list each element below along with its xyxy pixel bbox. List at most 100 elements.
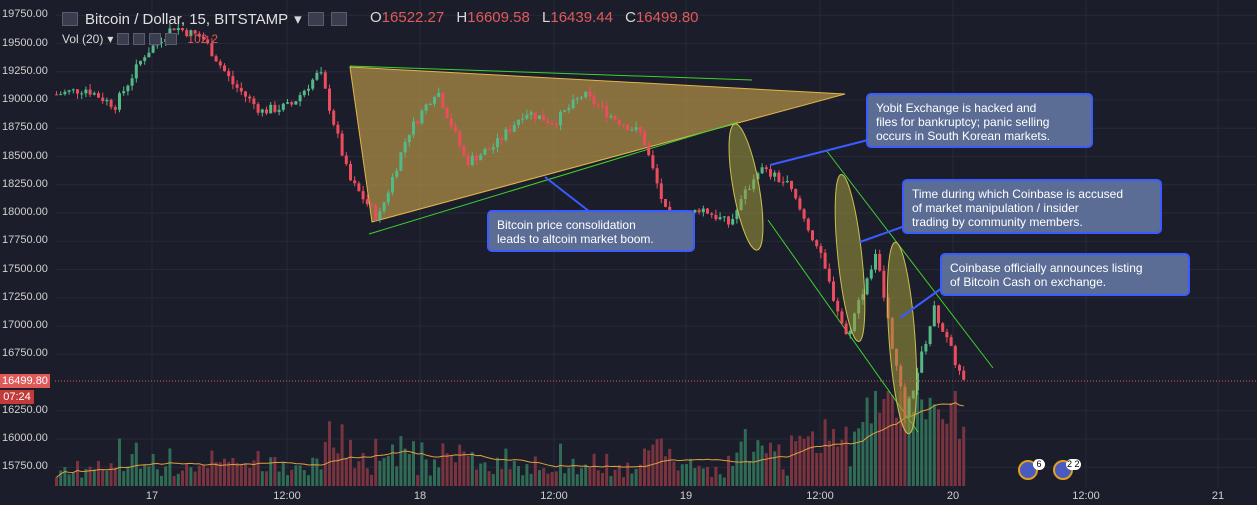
collapse-icon[interactable] bbox=[62, 12, 78, 26]
volume-bar bbox=[941, 419, 945, 486]
settings-icon[interactable] bbox=[307, 12, 324, 26]
ohlc-readout: O16522.27 H16609.58 L16439.44 C16499.80 bbox=[370, 9, 707, 26]
annotation-coinbase-bch[interactable]: Coinbase officially announces listing of… bbox=[940, 253, 1190, 296]
volume-bar bbox=[680, 464, 684, 486]
candle-body bbox=[878, 253, 882, 271]
chevron-down-icon[interactable]: ▾ bbox=[294, 11, 302, 28]
volume-bar bbox=[512, 460, 516, 486]
volume-bar bbox=[252, 460, 256, 486]
volume-bar bbox=[798, 435, 802, 486]
candle-body bbox=[109, 99, 113, 108]
candle-body bbox=[311, 79, 315, 89]
volume-bar bbox=[580, 468, 583, 486]
volume-bar bbox=[638, 464, 642, 486]
volume-bar bbox=[202, 464, 205, 486]
volume-bar bbox=[756, 440, 760, 486]
volume-dropdown-icon[interactable]: ▾ bbox=[107, 32, 114, 46]
channel-line-upper bbox=[825, 149, 994, 369]
candle-body bbox=[407, 134, 411, 143]
volume-bar bbox=[533, 456, 537, 486]
volume-remove-icon[interactable] bbox=[165, 33, 178, 45]
volume-bar bbox=[958, 438, 961, 486]
candle-body bbox=[437, 92, 441, 97]
candle-body bbox=[454, 126, 457, 132]
volume-bar bbox=[361, 452, 365, 486]
volume-add-icon[interactable] bbox=[149, 33, 162, 45]
candle-body bbox=[592, 96, 596, 105]
candle-body bbox=[336, 124, 340, 134]
highlight-ellipse-3 bbox=[886, 241, 918, 435]
volume-bar bbox=[592, 453, 596, 486]
volume-settings-icon[interactable] bbox=[117, 33, 130, 45]
volume-bar bbox=[109, 463, 113, 486]
candle-body bbox=[563, 110, 567, 112]
price-tick-label: 15750.00 bbox=[2, 460, 48, 473]
volume-label[interactable]: Vol (20) bbox=[62, 32, 104, 46]
volume-bar bbox=[244, 463, 247, 486]
ohlc-close-label: C bbox=[625, 9, 636, 26]
volume-bar bbox=[88, 466, 92, 486]
volume-bar bbox=[126, 466, 130, 486]
annotation-consolidation[interactable]: Bitcoin price consolidation leads to alt… bbox=[487, 210, 695, 252]
last-price-tag: 16499.80 bbox=[0, 374, 50, 388]
candle-body bbox=[634, 127, 638, 130]
volume-bar bbox=[827, 440, 831, 486]
callout-pointer-consolidation bbox=[544, 176, 591, 213]
volume-bar bbox=[567, 467, 571, 486]
ohlc-high-label: H bbox=[456, 9, 468, 26]
candle-body bbox=[596, 104, 600, 106]
candle-body bbox=[643, 131, 646, 146]
volume-bar bbox=[899, 391, 903, 486]
volume-bar bbox=[294, 465, 298, 486]
candle-body bbox=[949, 337, 953, 346]
candle-body bbox=[630, 129, 634, 131]
volume-bar bbox=[101, 469, 105, 486]
candle-body bbox=[378, 211, 382, 220]
volume-bar bbox=[605, 453, 609, 486]
volume-bar bbox=[735, 452, 739, 486]
volume-format-icon[interactable] bbox=[133, 33, 146, 45]
candle-body bbox=[533, 112, 537, 120]
volume-bar bbox=[260, 471, 264, 486]
candle-body bbox=[525, 114, 529, 119]
volume-bar bbox=[731, 465, 735, 486]
candle-body bbox=[67, 90, 71, 92]
volume-bar bbox=[441, 443, 445, 486]
candle-body bbox=[428, 103, 432, 105]
candle-body bbox=[815, 240, 819, 247]
candle-body bbox=[575, 98, 579, 100]
candle-body bbox=[218, 61, 222, 66]
candle-body bbox=[80, 93, 84, 95]
ohlc-high: 16609.58 bbox=[467, 9, 530, 26]
time-tick-label: 17 bbox=[145, 490, 159, 502]
symbol-title[interactable]: Bitcoin / Dollar, 15, BITSTAMP bbox=[85, 10, 289, 28]
volume-bar bbox=[903, 391, 907, 486]
annotation-yobit[interactable]: Yobit Exchange is hacked and files for b… bbox=[866, 93, 1093, 148]
candle-body bbox=[273, 104, 277, 112]
candle-body bbox=[538, 115, 541, 120]
volume-bar bbox=[504, 448, 508, 486]
volume-bar bbox=[214, 462, 218, 486]
candle-body bbox=[790, 180, 793, 189]
volume-bar bbox=[80, 477, 84, 486]
volume-bar bbox=[521, 475, 525, 486]
event-count-badge-1: 6 bbox=[1033, 459, 1045, 470]
volume-bar bbox=[160, 475, 163, 486]
candle-body bbox=[210, 43, 214, 57]
volume-bar bbox=[932, 404, 936, 486]
volume-bar bbox=[134, 442, 138, 486]
annotation-coinbase-accused[interactable]: Time during which Coinbase is accused of… bbox=[902, 179, 1162, 234]
volume-bar bbox=[857, 428, 861, 486]
more-icon[interactable] bbox=[330, 12, 347, 26]
volume-bar bbox=[307, 475, 310, 486]
candle-body bbox=[622, 124, 625, 126]
candle-body bbox=[357, 183, 361, 192]
candle-body bbox=[244, 91, 247, 97]
volume-bar bbox=[176, 473, 180, 486]
candle-body bbox=[701, 208, 705, 213]
time-tick-label: 12:00 bbox=[273, 490, 301, 502]
volume-bar bbox=[697, 465, 701, 486]
volume-bar bbox=[962, 426, 966, 486]
candle-body bbox=[139, 60, 142, 65]
volume-bar bbox=[139, 468, 142, 486]
